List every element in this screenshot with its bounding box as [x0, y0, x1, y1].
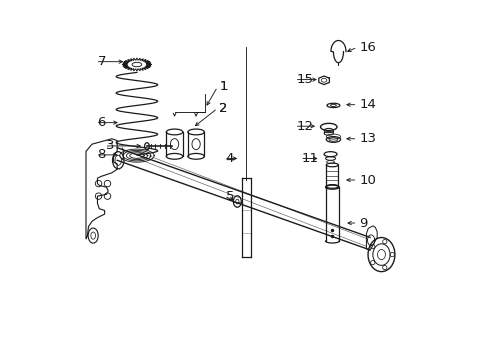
- Text: 2: 2: [219, 102, 227, 115]
- Text: 14: 14: [359, 98, 375, 111]
- Text: 10: 10: [359, 174, 375, 186]
- Text: 6: 6: [97, 116, 105, 129]
- Text: 1: 1: [219, 80, 227, 93]
- Text: 9: 9: [359, 216, 367, 230]
- Text: 7: 7: [97, 55, 106, 68]
- Text: 11: 11: [301, 152, 318, 165]
- Text: 13: 13: [359, 132, 375, 145]
- Text: 1: 1: [219, 80, 227, 93]
- Text: 16: 16: [359, 41, 375, 54]
- Text: 15: 15: [296, 73, 313, 86]
- Text: 12: 12: [296, 120, 313, 133]
- Text: 8: 8: [97, 148, 105, 161]
- Text: 3: 3: [106, 139, 115, 152]
- Text: 4: 4: [225, 152, 234, 165]
- Text: 2: 2: [219, 102, 227, 115]
- Text: 5: 5: [225, 190, 234, 203]
